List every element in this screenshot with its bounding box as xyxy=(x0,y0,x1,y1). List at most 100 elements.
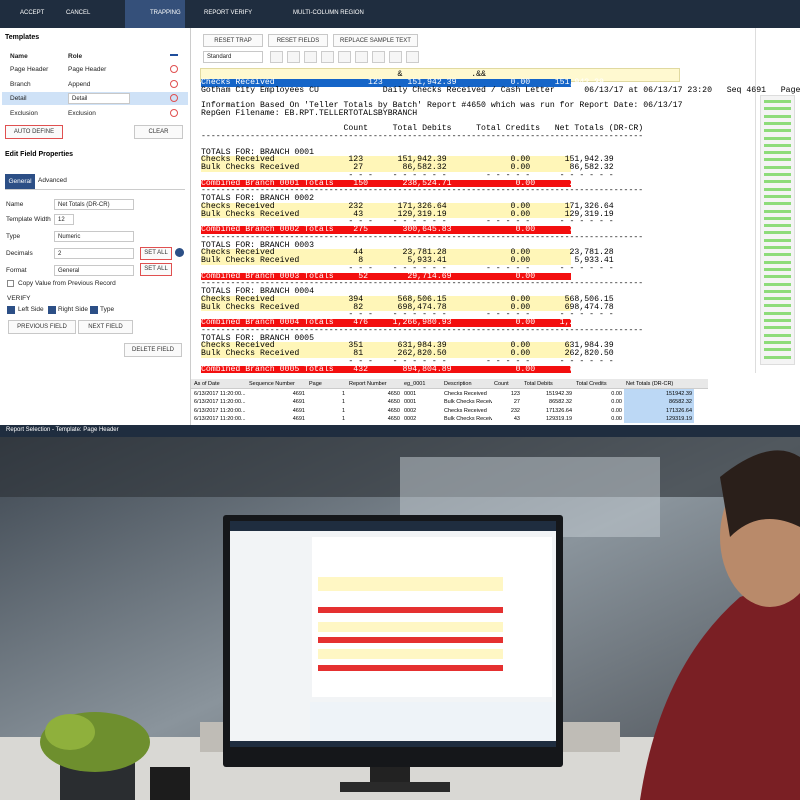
view-select[interactable]: Standard xyxy=(203,51,263,63)
minimap-line xyxy=(764,158,791,162)
verify-label: VERIFY xyxy=(7,295,31,302)
field-input[interactable]: 2 xyxy=(54,248,134,259)
remove-icon xyxy=(170,108,178,117)
grid-cell: 6/13/2017 11:20:00... xyxy=(194,415,246,422)
report-line: ----------------------------------------… xyxy=(201,232,644,242)
grid-cell: 1 xyxy=(341,415,345,422)
minimap xyxy=(760,95,795,365)
grid-cell: 1 xyxy=(341,391,345,397)
tool-icon xyxy=(338,51,351,63)
minimap-line xyxy=(764,355,791,359)
clear-button[interactable]: CLEAR xyxy=(134,125,183,139)
report-line: Combined Branch 0001 Totals 150 238,524.… xyxy=(201,178,619,188)
grid-cell: 0.00 xyxy=(611,399,622,406)
reset-trap-button[interactable]: RESET TRAP xyxy=(203,34,263,47)
multi-column-tab: MULTI-COLUMN REGION xyxy=(293,10,364,16)
report-line: Combined Branch 0002 Totals 275 300,645.… xyxy=(201,225,619,234)
remove-icon xyxy=(170,79,178,88)
remove-icon xyxy=(170,94,178,102)
report-line: ----------------------------------------… xyxy=(201,186,644,196)
next-button[interactable]: NEXT FIELD xyxy=(78,320,133,334)
reset-fields-button[interactable]: RESET FIELDS xyxy=(268,34,328,47)
grid-header: Report Number xyxy=(349,381,387,387)
minimap-line xyxy=(764,187,791,191)
minimap-line xyxy=(764,129,791,133)
field-input[interactable]: 12 xyxy=(54,214,74,225)
minimap-line xyxy=(764,348,791,352)
replace-button[interactable]: REPLACE SAMPLE TEXT xyxy=(333,34,418,47)
grid-cell: 0002 xyxy=(404,407,417,414)
field-input[interactable]: Net Totals (DR-CR) xyxy=(54,199,134,210)
grid-header-bg xyxy=(191,379,708,389)
grid-cell: 6/13/2017 11:20:00... xyxy=(194,407,246,414)
field-input[interactable]: Numeric xyxy=(54,231,134,242)
set-all-1[interactable]: SET ALL xyxy=(140,247,172,260)
report-line: Gotham City Employees CU Daily Checks Re… xyxy=(201,85,800,95)
report-line: TOTALS FOR: BRANCH 0002 xyxy=(201,194,315,203)
report-line: Bulk Checks Received 81 262,820.50 0.00 … xyxy=(201,349,614,358)
minimap-line xyxy=(764,267,791,271)
grid-cell: 43 xyxy=(513,415,520,422)
role-select[interactable]: Detail xyxy=(68,93,130,104)
grid-header: Count xyxy=(494,381,509,387)
report-line: Bulk Checks Received 82 698,474.78 0.00 … xyxy=(201,302,614,312)
report-line: ----------------------------------------… xyxy=(201,132,644,141)
auto-define-button[interactable]: AUTO DEFINE xyxy=(5,125,63,139)
template-name: Exclusion xyxy=(10,109,38,117)
grid-highlight xyxy=(624,389,694,423)
report-line: Checks Received 123 151,942.39 0.00 151,… xyxy=(201,155,614,165)
verify-label: Right Side xyxy=(58,306,88,313)
copy-label: Copy Value from Previous Record xyxy=(18,280,116,287)
template-role: Page Header xyxy=(68,66,107,73)
divider xyxy=(190,28,191,425)
previous-button[interactable]: PREVIOUS FIELD xyxy=(8,320,76,334)
minimap-line xyxy=(764,224,791,228)
minimap-line xyxy=(764,289,791,293)
grid-header: As of Date xyxy=(194,381,220,387)
delete-button[interactable]: DELETE FIELD xyxy=(124,343,182,357)
tab-line xyxy=(5,189,185,190)
report-line: TOTALS FOR: BRANCH 0005 xyxy=(201,333,315,343)
grid-cell: 4650 xyxy=(387,391,400,397)
report-line: TOTALS FOR: BRANCH 0004 xyxy=(201,287,315,296)
grid-cell: 6/13/2017 11:20:00... xyxy=(194,399,246,406)
grid-cell: 0002 xyxy=(404,415,417,422)
grid-cell: 171326.64 xyxy=(546,407,572,414)
grid-cell: 4650 xyxy=(387,407,400,414)
report-line: - - - - - - - - - - - - - - - - - - - - xyxy=(201,310,614,320)
minimap-line xyxy=(764,202,791,206)
report-line: Combined Branch 0005 Totals 432 894,804.… xyxy=(201,364,619,374)
report-line: Checks Received 394 568,506.15 0.00 568,… xyxy=(201,294,614,304)
grid-cell: Bulk Checks Received xyxy=(444,415,492,422)
field-label: Format xyxy=(6,267,27,274)
grid-cell: 123 xyxy=(510,391,520,397)
minimap-line xyxy=(764,340,791,344)
minimap-line xyxy=(764,180,791,184)
grid-header: Sequence Number xyxy=(249,381,295,387)
report-line: TOTALS FOR: BRANCH 0003 xyxy=(201,240,315,250)
report-line: & .&& xyxy=(201,70,486,79)
grid-cell: 4691 xyxy=(292,399,305,406)
minimap-line xyxy=(764,143,791,147)
template-name: Branch xyxy=(10,80,31,88)
report-line: Bulk Checks Received 43 129,319.19 0.00 … xyxy=(201,209,614,219)
minimap-line xyxy=(764,304,791,308)
minimap-line xyxy=(764,121,791,125)
field-label: Decimals xyxy=(6,250,33,257)
grid-cell: 151942.39 xyxy=(546,391,572,397)
field-input[interactable]: General xyxy=(54,265,134,276)
grid-cell: 86582.32 xyxy=(669,399,692,406)
minimap-line xyxy=(764,100,791,103)
tool-icon xyxy=(389,51,402,63)
tool-icon xyxy=(304,51,317,63)
tool-icon xyxy=(355,51,368,63)
accept-button: ACCEPT xyxy=(20,10,45,16)
report-line: - - - - - - - - - - - - - - - - - - - - xyxy=(201,170,614,180)
grid-header: eg_0001 xyxy=(404,381,426,387)
set-all-2[interactable]: SET ALL xyxy=(140,263,172,276)
report-line: - - - - - - - - - - - - - - - - - - - - xyxy=(201,263,614,273)
minimap-line xyxy=(764,209,791,213)
template-name: Detail xyxy=(10,95,27,102)
grid-cell: 4650 xyxy=(387,415,400,422)
tool-icon xyxy=(270,51,283,63)
